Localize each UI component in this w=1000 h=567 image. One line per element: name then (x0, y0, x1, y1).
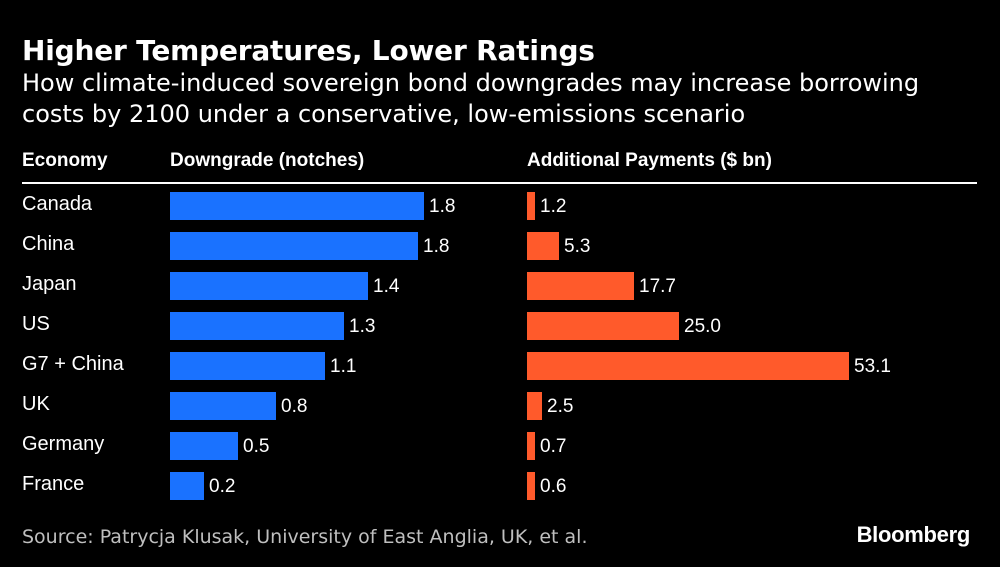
payments-bar (527, 272, 634, 300)
payments-value: 0.7 (540, 436, 567, 457)
downgrade-value: 1.8 (423, 236, 450, 257)
economy-label: UK (22, 393, 50, 415)
payments-value: 53.1 (854, 356, 891, 377)
bloomberg-logo: Bloomberg (856, 522, 971, 547)
economy-label: US (22, 313, 50, 335)
downgrade-bar (170, 352, 325, 380)
payments-bar (527, 432, 535, 460)
payments-value: 1.2 (540, 196, 567, 217)
source-note: Source: Patrycja Klusak, University of E… (22, 526, 588, 548)
economy-label: Japan (22, 273, 77, 295)
economy-label: France (22, 473, 85, 495)
payments-bar (527, 472, 535, 500)
header-divider (22, 182, 977, 184)
downgrade-bar (170, 312, 344, 340)
payments-bar (527, 192, 535, 220)
downgrade-bar (170, 192, 424, 220)
downgrade-bar (170, 272, 368, 300)
economy-label: Canada (22, 193, 93, 215)
payments-value: 0.6 (540, 476, 567, 497)
economy-column-header: Economy (22, 150, 108, 171)
payments-bar (527, 392, 542, 420)
downgrade-bar (170, 392, 276, 420)
payments-value: 2.5 (547, 396, 574, 417)
downgrade-bar (170, 472, 204, 500)
economy-label: China (22, 233, 75, 255)
downgrade-column-header: Downgrade (notches) (170, 150, 365, 171)
economy-label: G7 + China (22, 353, 124, 375)
payments-value: 5.3 (564, 236, 591, 257)
chart-title: Higher Temperatures, Lower Ratings (22, 34, 595, 67)
downgrade-bar (170, 432, 238, 460)
payments-bar (527, 352, 849, 380)
downgrade-value: 1.1 (330, 356, 357, 377)
economy-label: Germany (22, 433, 105, 455)
payments-value: 17.7 (639, 276, 676, 297)
payments-column-header: Additional Payments ($ bn) (527, 150, 772, 171)
chart-subtitle: How climate-induced sovereign bond downg… (22, 69, 920, 128)
downgrade-value: 1.8 (429, 196, 456, 217)
downgrade-bar (170, 232, 418, 260)
downgrade-value: 1.4 (373, 276, 400, 297)
downgrade-value: 1.3 (349, 316, 376, 337)
payments-bar (527, 232, 559, 260)
payments-bar (527, 312, 679, 340)
downgrade-value: 0.2 (209, 476, 236, 497)
downgrade-value: 0.8 (281, 396, 308, 417)
downgrade-value: 0.5 (243, 436, 270, 457)
payments-value: 25.0 (684, 316, 721, 337)
